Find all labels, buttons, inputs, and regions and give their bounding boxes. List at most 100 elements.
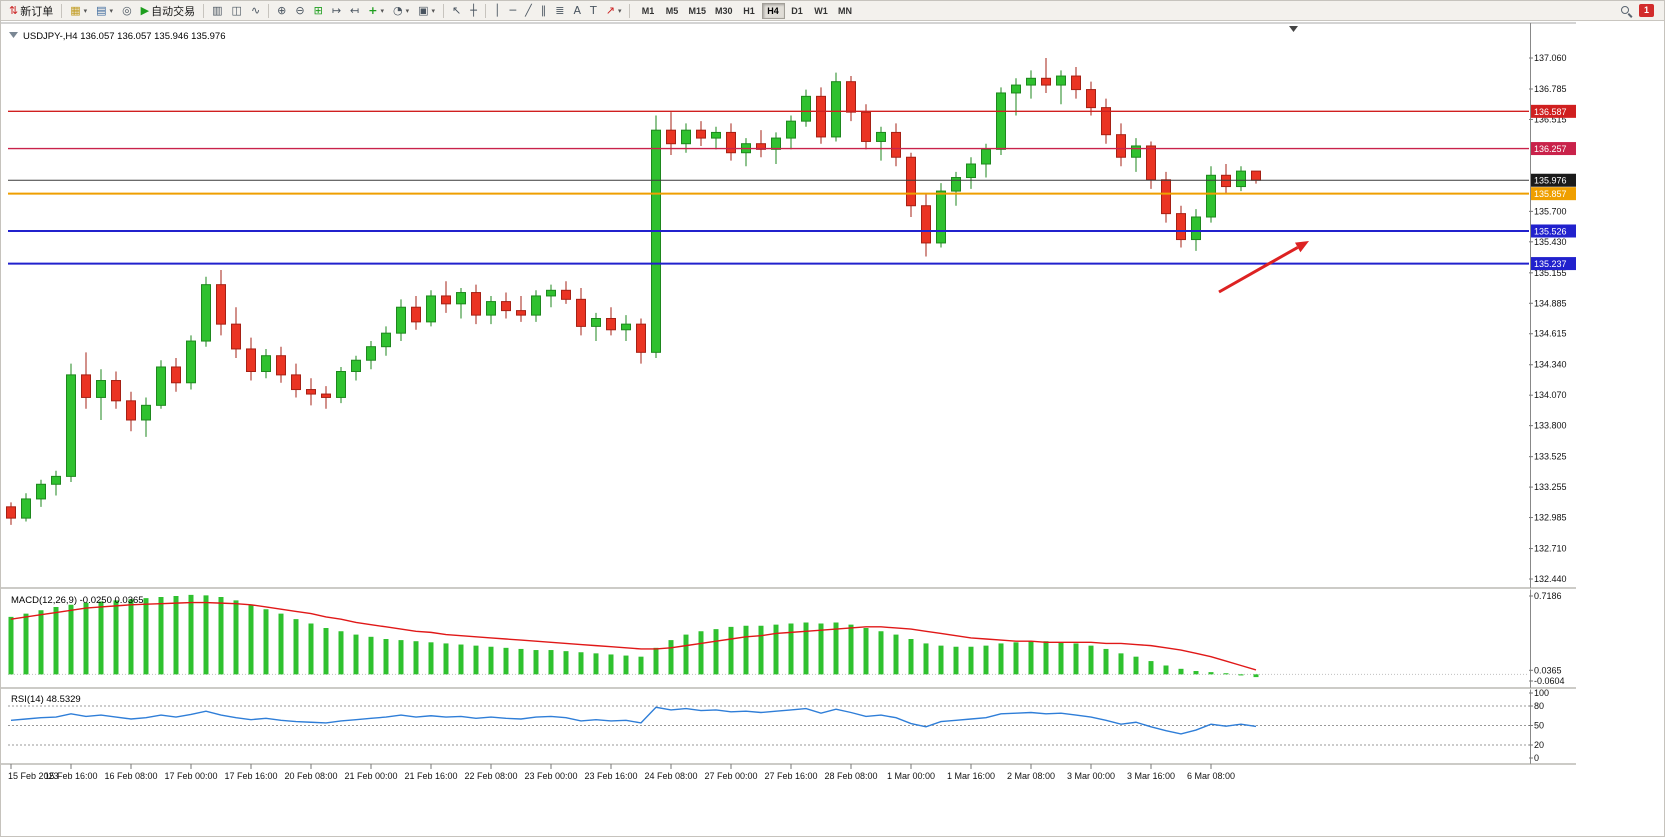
candle-down xyxy=(1161,179,1171,215)
price-axis-label: 135.155 xyxy=(1534,268,1567,278)
text-tool-button[interactable]: A xyxy=(569,2,585,19)
rsi-axis-label: 80 xyxy=(1534,701,1544,711)
periods-button[interactable]: ◔ ▾ xyxy=(389,2,413,19)
candle-down xyxy=(1221,174,1231,188)
candle-up xyxy=(951,177,961,192)
line-chart-icon: ∿ xyxy=(250,4,261,17)
price-flag xyxy=(1531,142,1576,156)
chart-shift-button[interactable]: ↤ xyxy=(346,2,363,19)
macd-label: MACD(12,26,9) -0.0250 0.0365 xyxy=(11,595,144,606)
candle-up xyxy=(831,81,841,138)
autotrading-button[interactable]: ▶ 自动交易 xyxy=(137,2,199,19)
time-axis-label: 21 Feb 16:00 xyxy=(404,771,457,781)
new-order-button[interactable]: ⇅ 新订单 xyxy=(5,2,57,19)
candle-down xyxy=(111,380,121,402)
candle-down xyxy=(861,111,871,142)
chevron-down-icon: ▾ xyxy=(83,6,88,15)
price-axis-label: 132.440 xyxy=(1534,574,1567,584)
new-chart-icon: ▦ xyxy=(70,4,81,17)
auto-scroll-button[interactable]: ↦ xyxy=(328,2,345,19)
search-icon xyxy=(1620,5,1632,17)
candle-up xyxy=(1011,84,1021,94)
candle-up xyxy=(426,295,436,323)
timeframe-button-h4[interactable]: H4 xyxy=(761,2,785,19)
notification-badge[interactable]: 1 xyxy=(1639,4,1654,17)
time-axis-label: 27 Feb 00:00 xyxy=(704,771,757,781)
cursor-button[interactable]: ↖ xyxy=(448,2,465,19)
zoom-in-button[interactable]: ⊕ xyxy=(273,2,290,19)
candle-up xyxy=(966,163,976,179)
macd-signal-line xyxy=(10,601,1257,671)
one-click-trading-toggle[interactable] xyxy=(9,32,18,38)
candle-down xyxy=(6,506,16,519)
new-order-label: 新订单 xyxy=(20,5,54,18)
candlestick-chart-button[interactable]: ◫ xyxy=(228,2,246,19)
candle-down xyxy=(906,156,916,207)
candle-down xyxy=(81,374,91,398)
alerts-button[interactable]: ◎ xyxy=(118,2,136,19)
fibonacci-button[interactable]: ≣ xyxy=(551,2,568,19)
timeframe-button-mn[interactable]: MN xyxy=(834,3,857,19)
trendline-button[interactable]: ╱ xyxy=(521,2,536,19)
line-chart-button[interactable]: ∿ xyxy=(247,2,264,19)
price-axis-label: 133.525 xyxy=(1534,452,1567,462)
rsi-line xyxy=(10,706,1257,735)
candle-up xyxy=(366,346,376,361)
arrows-tool-icon: ↗ xyxy=(605,4,615,17)
candle-up xyxy=(1206,174,1216,218)
price-axis-label: 133.800 xyxy=(1534,421,1567,431)
trend-arrow-annotation[interactable] xyxy=(1218,246,1299,294)
chevron-down-icon: ▾ xyxy=(617,6,622,15)
timeframe-button-m30[interactable]: M30 xyxy=(711,3,737,19)
toolbar-separator xyxy=(443,3,445,18)
candle-up xyxy=(681,129,691,145)
crosshair-button[interactable]: ┼ xyxy=(466,2,481,19)
time-axis-label: 3 Mar 16:00 xyxy=(1127,771,1175,781)
candle-up xyxy=(1131,145,1141,158)
time-axis-label: 21 Feb 00:00 xyxy=(344,771,397,781)
new-chart-button[interactable]: ▦ ▾ xyxy=(66,2,91,19)
candle-up xyxy=(486,301,496,316)
candle-up xyxy=(66,374,76,477)
price-axis-label: 134.070 xyxy=(1534,390,1567,400)
indicators-button[interactable]: + ▾ xyxy=(364,2,388,19)
arrows-tool-button[interactable]: ↗ ▾ xyxy=(602,2,626,19)
toolbar-separator xyxy=(629,3,631,18)
candle-up xyxy=(591,317,601,327)
candle-down xyxy=(276,355,286,376)
tile-windows-button[interactable]: ⊞ xyxy=(310,2,327,19)
timeframe-button-d1[interactable]: D1 xyxy=(786,3,809,19)
zoom-out-button[interactable]: ⊖ xyxy=(291,2,308,19)
fibonacci-icon: ≣ xyxy=(555,4,565,17)
time-axis-label: 1 Mar 00:00 xyxy=(887,771,935,781)
price-flag xyxy=(1531,187,1576,201)
timeframe-button-w1[interactable]: W1 xyxy=(810,3,833,19)
vertical-line-button[interactable]: │ xyxy=(490,2,505,19)
auto-scroll-icon: ↦ xyxy=(331,4,342,17)
templates-button[interactable]: ▣ ▾ xyxy=(414,2,439,19)
timeframe-button-m15[interactable]: M15 xyxy=(684,3,710,19)
candle-up xyxy=(876,131,886,142)
timeframe-button-m1[interactable]: M1 xyxy=(636,3,659,19)
candle-up xyxy=(21,498,31,519)
chevron-down-icon: ▾ xyxy=(109,6,114,15)
candle-up xyxy=(936,190,946,244)
trend-arrow-head xyxy=(1295,241,1309,253)
timeframe-button-h1[interactable]: H1 xyxy=(738,3,761,19)
price-flag-label: 135.976 xyxy=(1534,176,1567,186)
time-axis-label: 15 Feb 16:00 xyxy=(44,771,97,781)
candle-up xyxy=(981,148,991,165)
horizontal-line-button[interactable]: ─ xyxy=(506,2,521,19)
candle-down xyxy=(231,323,241,350)
bar-chart-button[interactable]: ▥ xyxy=(208,2,226,19)
channel-button[interactable]: ∥ xyxy=(537,2,551,19)
text-label-button[interactable]: T xyxy=(586,2,601,19)
timeframe-button-m5[interactable]: M5 xyxy=(660,3,683,19)
toolbar-separator xyxy=(61,3,63,18)
candle-down xyxy=(1086,89,1096,109)
search-button[interactable] xyxy=(1616,2,1636,19)
candle-up xyxy=(711,131,721,139)
profiles-button[interactable]: ▤ ▾ xyxy=(92,2,117,19)
